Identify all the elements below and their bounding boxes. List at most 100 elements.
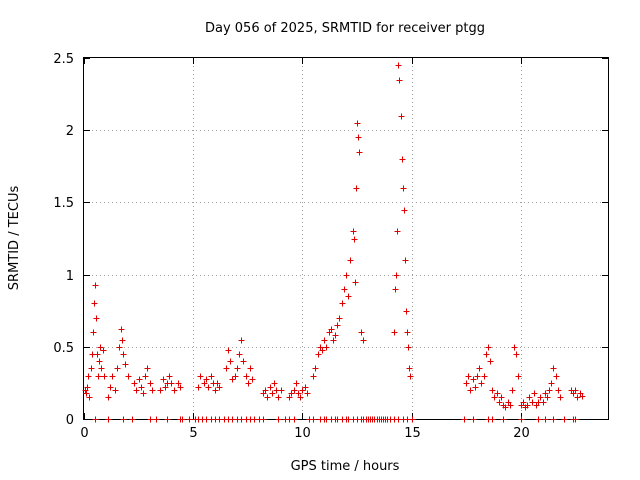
- x-tick-label: 5: [189, 426, 197, 441]
- data-point: [249, 376, 256, 383]
- data-point: [404, 329, 411, 336]
- data-point: [402, 257, 409, 264]
- data-point: [392, 286, 399, 293]
- data-point: [234, 365, 241, 372]
- data-point: [467, 387, 474, 394]
- data-point: [515, 373, 522, 380]
- data-point: [405, 344, 412, 351]
- zero-marker: [129, 416, 136, 423]
- data-point: [321, 337, 328, 344]
- zero-marker: [260, 416, 267, 423]
- data-point: [203, 376, 210, 383]
- data-point: [216, 384, 223, 391]
- data-point: [98, 365, 105, 372]
- data-point: [511, 344, 518, 351]
- zero-marker: [550, 416, 557, 423]
- zero-marker: [186, 416, 193, 423]
- data-point: [238, 337, 245, 344]
- data-point: [540, 399, 547, 406]
- zero-marker: [561, 416, 568, 423]
- data-point: [138, 384, 145, 391]
- zero-marker: [409, 416, 416, 423]
- data-point: [489, 387, 496, 394]
- data-point: [201, 380, 208, 387]
- data-point: [88, 365, 95, 372]
- data-point: [120, 351, 127, 358]
- data-point: [101, 373, 108, 380]
- data-point: [288, 390, 295, 397]
- y-tick-label: 2.5: [53, 52, 74, 67]
- data-point: [579, 393, 586, 400]
- zero-marker: [275, 416, 282, 423]
- data-point: [177, 384, 184, 391]
- data-point: [262, 387, 269, 394]
- data-point: [297, 394, 304, 401]
- zero-marker: [489, 416, 496, 423]
- data-point: [356, 149, 363, 156]
- data-point: [118, 326, 125, 333]
- data-point: [546, 387, 553, 394]
- data-point: [140, 390, 147, 397]
- data-point: [227, 358, 234, 365]
- data-point: [157, 387, 164, 394]
- zero-marker: [572, 416, 579, 423]
- chart-title: Day 056 of 2025, SRMTID for receiver ptg…: [205, 21, 485, 36]
- data-point: [330, 337, 337, 344]
- data-point: [136, 376, 143, 383]
- x-tick-label: 20: [513, 426, 530, 441]
- data-point: [264, 394, 271, 401]
- data-point: [336, 315, 343, 322]
- data-point: [350, 228, 357, 235]
- data-point: [91, 300, 98, 307]
- data-point: [144, 365, 151, 372]
- data-point: [487, 358, 494, 365]
- data-point: [406, 365, 413, 372]
- data-point: [481, 373, 488, 380]
- data-point: [299, 387, 306, 394]
- data-point: [245, 380, 252, 387]
- data-point: [312, 365, 319, 372]
- data-point: [353, 185, 360, 192]
- data-point: [114, 365, 121, 372]
- data-point: [131, 380, 138, 387]
- x-tick-label: 0: [80, 426, 88, 441]
- data-point: [112, 387, 119, 394]
- zero-marker: [535, 416, 542, 423]
- data-point: [92, 282, 99, 289]
- data-point: [208, 373, 215, 380]
- data-point: [360, 337, 367, 344]
- data-point: [496, 399, 503, 406]
- data-point: [286, 394, 293, 401]
- data-point: [315, 351, 322, 358]
- zero-marker: [153, 416, 160, 423]
- zero-marker: [518, 416, 525, 423]
- data-point: [223, 365, 230, 372]
- data-point: [542, 390, 549, 397]
- data-point: [142, 373, 149, 380]
- data-point: [85, 373, 92, 380]
- data-point: [105, 394, 112, 401]
- data-point: [400, 185, 407, 192]
- data-point: [90, 329, 97, 336]
- data-point: [171, 387, 178, 394]
- data-point: [553, 373, 560, 380]
- data-point: [498, 394, 505, 401]
- data-point: [291, 387, 298, 394]
- data-point: [548, 380, 555, 387]
- data-point: [332, 332, 339, 339]
- data-point: [341, 286, 348, 293]
- data-point: [225, 347, 232, 354]
- data-point: [240, 358, 247, 365]
- data-point: [513, 351, 520, 358]
- data-point: [160, 376, 167, 383]
- y-tick-label: 0: [66, 413, 74, 428]
- zero-marker: [310, 416, 317, 423]
- zero-marker: [291, 416, 298, 423]
- data-point: [267, 384, 274, 391]
- data-point: [572, 387, 579, 394]
- y-axis-label: SRMTID / TECUs: [7, 186, 22, 291]
- data-point: [125, 373, 132, 380]
- data-point: [334, 322, 341, 329]
- data-point: [83, 390, 90, 397]
